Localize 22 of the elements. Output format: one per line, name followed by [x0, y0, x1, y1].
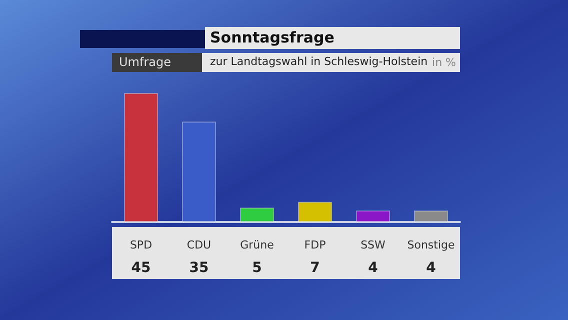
y-axis-title: in % — [432, 56, 456, 69]
bar — [124, 93, 158, 222]
x-tick-label: SSW — [360, 238, 386, 252]
data-label: 35 — [189, 260, 209, 276]
x-tick-label: FDP — [304, 238, 326, 252]
x-tick-label: CDU — [186, 238, 212, 252]
x-tick-label: SPD — [130, 238, 152, 252]
bar — [240, 208, 274, 222]
bar — [182, 122, 216, 222]
data-label: 4 — [368, 260, 378, 276]
x-tick-label: Sonstige — [407, 238, 455, 252]
data-label: 4 — [426, 260, 436, 276]
bar — [298, 202, 332, 222]
data-label: 45 — [131, 260, 151, 276]
bar — [356, 210, 390, 222]
x-tick-label: Grüne — [240, 238, 274, 252]
data-label: 7 — [310, 260, 320, 276]
data-label: 5 — [252, 260, 262, 276]
chart-title: Sonntagsfrage — [210, 28, 334, 46]
bar — [414, 210, 448, 222]
text: Umfrage — [119, 55, 171, 69]
chart-subtitle: zur Landtagswahl in Schleswig-Holstein — [210, 55, 428, 68]
